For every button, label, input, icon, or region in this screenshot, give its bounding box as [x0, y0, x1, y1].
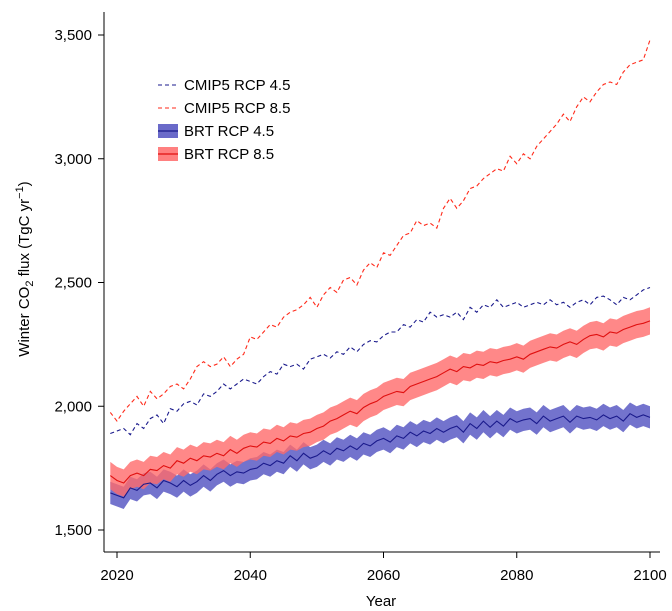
legend-item-cmip5-rcp-4-5: CMIP5 RCP 4.5 — [158, 77, 290, 94]
legend-item-brt-rcp-4-5: BRT RCP 4.5 — [158, 123, 274, 140]
legend-label: BRT RCP 8.5 — [184, 146, 274, 163]
brt-rcp-4-5-line — [110, 413, 651, 499]
legend-item-brt-rcp-8-5: BRT RCP 8.5 — [158, 146, 274, 163]
x-tick-label: 2080 — [500, 567, 533, 584]
band-layer — [110, 307, 651, 509]
ticks: 1,500 2,000 2,500 3,000 3,500 2020 2040 2060 208… — [54, 27, 666, 584]
y-axis-title: Winter CO2 flux (TgC yr−1) — [14, 181, 36, 356]
brt-rcp-8-5-line — [109, 320, 651, 484]
brt-rcp-4-5-band — [110, 402, 651, 509]
line-layer — [109, 39, 651, 499]
y-tick-label: 2,500 — [54, 275, 92, 292]
y-tick-label: 2,000 — [54, 398, 92, 415]
x-tick-label: 2060 — [367, 567, 400, 584]
x-tick-label: 2100 — [633, 567, 666, 584]
y-tick-label: 3,000 — [54, 151, 92, 168]
x-axis-title: Year — [366, 593, 396, 610]
legend-label: CMIP5 RCP 4.5 — [184, 77, 290, 94]
y-tick-label: 1,500 — [54, 522, 92, 539]
legend: CMIP5 RCP 4.5 CMIP5 RCP 8.5 BRT RCP 4.5 BRT… — [158, 77, 290, 163]
legend-label: CMIP5 RCP 8.5 — [184, 100, 290, 117]
legend-label: BRT RCP 4.5 — [184, 123, 274, 140]
legend-item-cmip5-rcp-8-5: CMIP5 RCP 8.5 — [158, 100, 290, 117]
cmip5-rcp-8-5-line — [109, 39, 651, 423]
y-tick-label: 3,500 — [54, 27, 92, 44]
cmip5-rcp-4-5-line — [110, 286, 651, 436]
x-tick-label: 2040 — [234, 567, 267, 584]
x-tick-label: 2020 — [100, 567, 133, 584]
brt-rcp-8-5-band — [110, 307, 651, 497]
